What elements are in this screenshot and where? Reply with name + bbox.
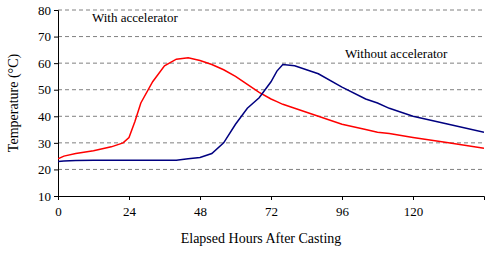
- chart: 10 20 30 40 50 60 70 80 0 24 48 72 96 120 With acceler…: [0, 0, 490, 253]
- series-line: [58, 64, 484, 161]
- x-tick: 120: [404, 196, 424, 219]
- y-tick-label: 30: [38, 136, 51, 151]
- y-tick-mark: [54, 37, 58, 38]
- x-axis: 0 24 48 72 96 120: [55, 196, 484, 219]
- x-tick-label: 48: [194, 204, 207, 219]
- y-tick-label: 80: [38, 3, 51, 18]
- x-tick: 0: [55, 196, 62, 219]
- plot: 10 20 30 40 50 60 70 80 0 24 48 72 96 120: [38, 3, 485, 219]
- y-tick: 60: [38, 56, 58, 71]
- series-group: [58, 58, 484, 162]
- y-tick: 70: [38, 29, 58, 44]
- x-tick-label: 120: [404, 204, 424, 219]
- x-tick-mark: [58, 196, 59, 200]
- y-tick-label: 60: [38, 56, 51, 71]
- x-tick: 96: [336, 196, 350, 219]
- x-tick: 24: [123, 196, 137, 219]
- grid-line: [58, 169, 484, 170]
- grid-line: [58, 36, 484, 37]
- x-tick: 48: [194, 196, 207, 219]
- y-tick-label: 50: [38, 82, 51, 97]
- y-tick-mark: [54, 90, 58, 91]
- x-tick-label: 24: [123, 204, 137, 219]
- x-tick: 72: [265, 196, 278, 219]
- x-tick-label: 0: [55, 204, 62, 219]
- x-tick-label: 96: [336, 204, 350, 219]
- y-tick-mark: [54, 143, 58, 144]
- y-tick-mark: [54, 169, 58, 170]
- grid-line: [58, 63, 484, 64]
- y-tick: 50: [38, 82, 58, 97]
- x-tick-mark: [200, 196, 201, 200]
- y-axis: 10 20 30 40 50 60 70 80: [38, 3, 59, 204]
- x-tick-mark: [413, 196, 414, 200]
- y-tick: 20: [38, 162, 58, 177]
- x-axis-title: Elapsed Hours After Casting: [181, 231, 342, 246]
- y-tick-label: 10: [38, 189, 51, 204]
- y-tick-mark: [54, 116, 58, 117]
- grid: [58, 10, 484, 169]
- series-label: With accelerator: [92, 10, 178, 25]
- x-tick-mark: [271, 196, 272, 200]
- series-label: Without accelerator: [345, 46, 448, 61]
- y-tick: 40: [38, 109, 58, 124]
- y-tick: 80: [38, 3, 58, 18]
- y-tick-mark: [54, 63, 58, 64]
- y-tick: 30: [38, 136, 58, 151]
- x-axis-line: [59, 197, 485, 201]
- y-tick-label: 70: [38, 29, 51, 44]
- y-tick: 10: [38, 189, 58, 204]
- y-tick-mark: [54, 10, 58, 11]
- y-tick-mark: [54, 196, 58, 197]
- grid-line: [58, 89, 484, 90]
- series-line: [58, 58, 484, 159]
- x-tick-label: 72: [265, 204, 278, 219]
- x-tick-mark: [129, 196, 130, 200]
- y-tick-label: 20: [38, 162, 51, 177]
- y-axis-title: Temperature (°C): [6, 54, 22, 153]
- y-axis-line: [54, 11, 59, 197]
- y-tick-label: 40: [38, 109, 51, 124]
- x-tick-mark: [342, 196, 343, 200]
- grid-line: [58, 116, 484, 117]
